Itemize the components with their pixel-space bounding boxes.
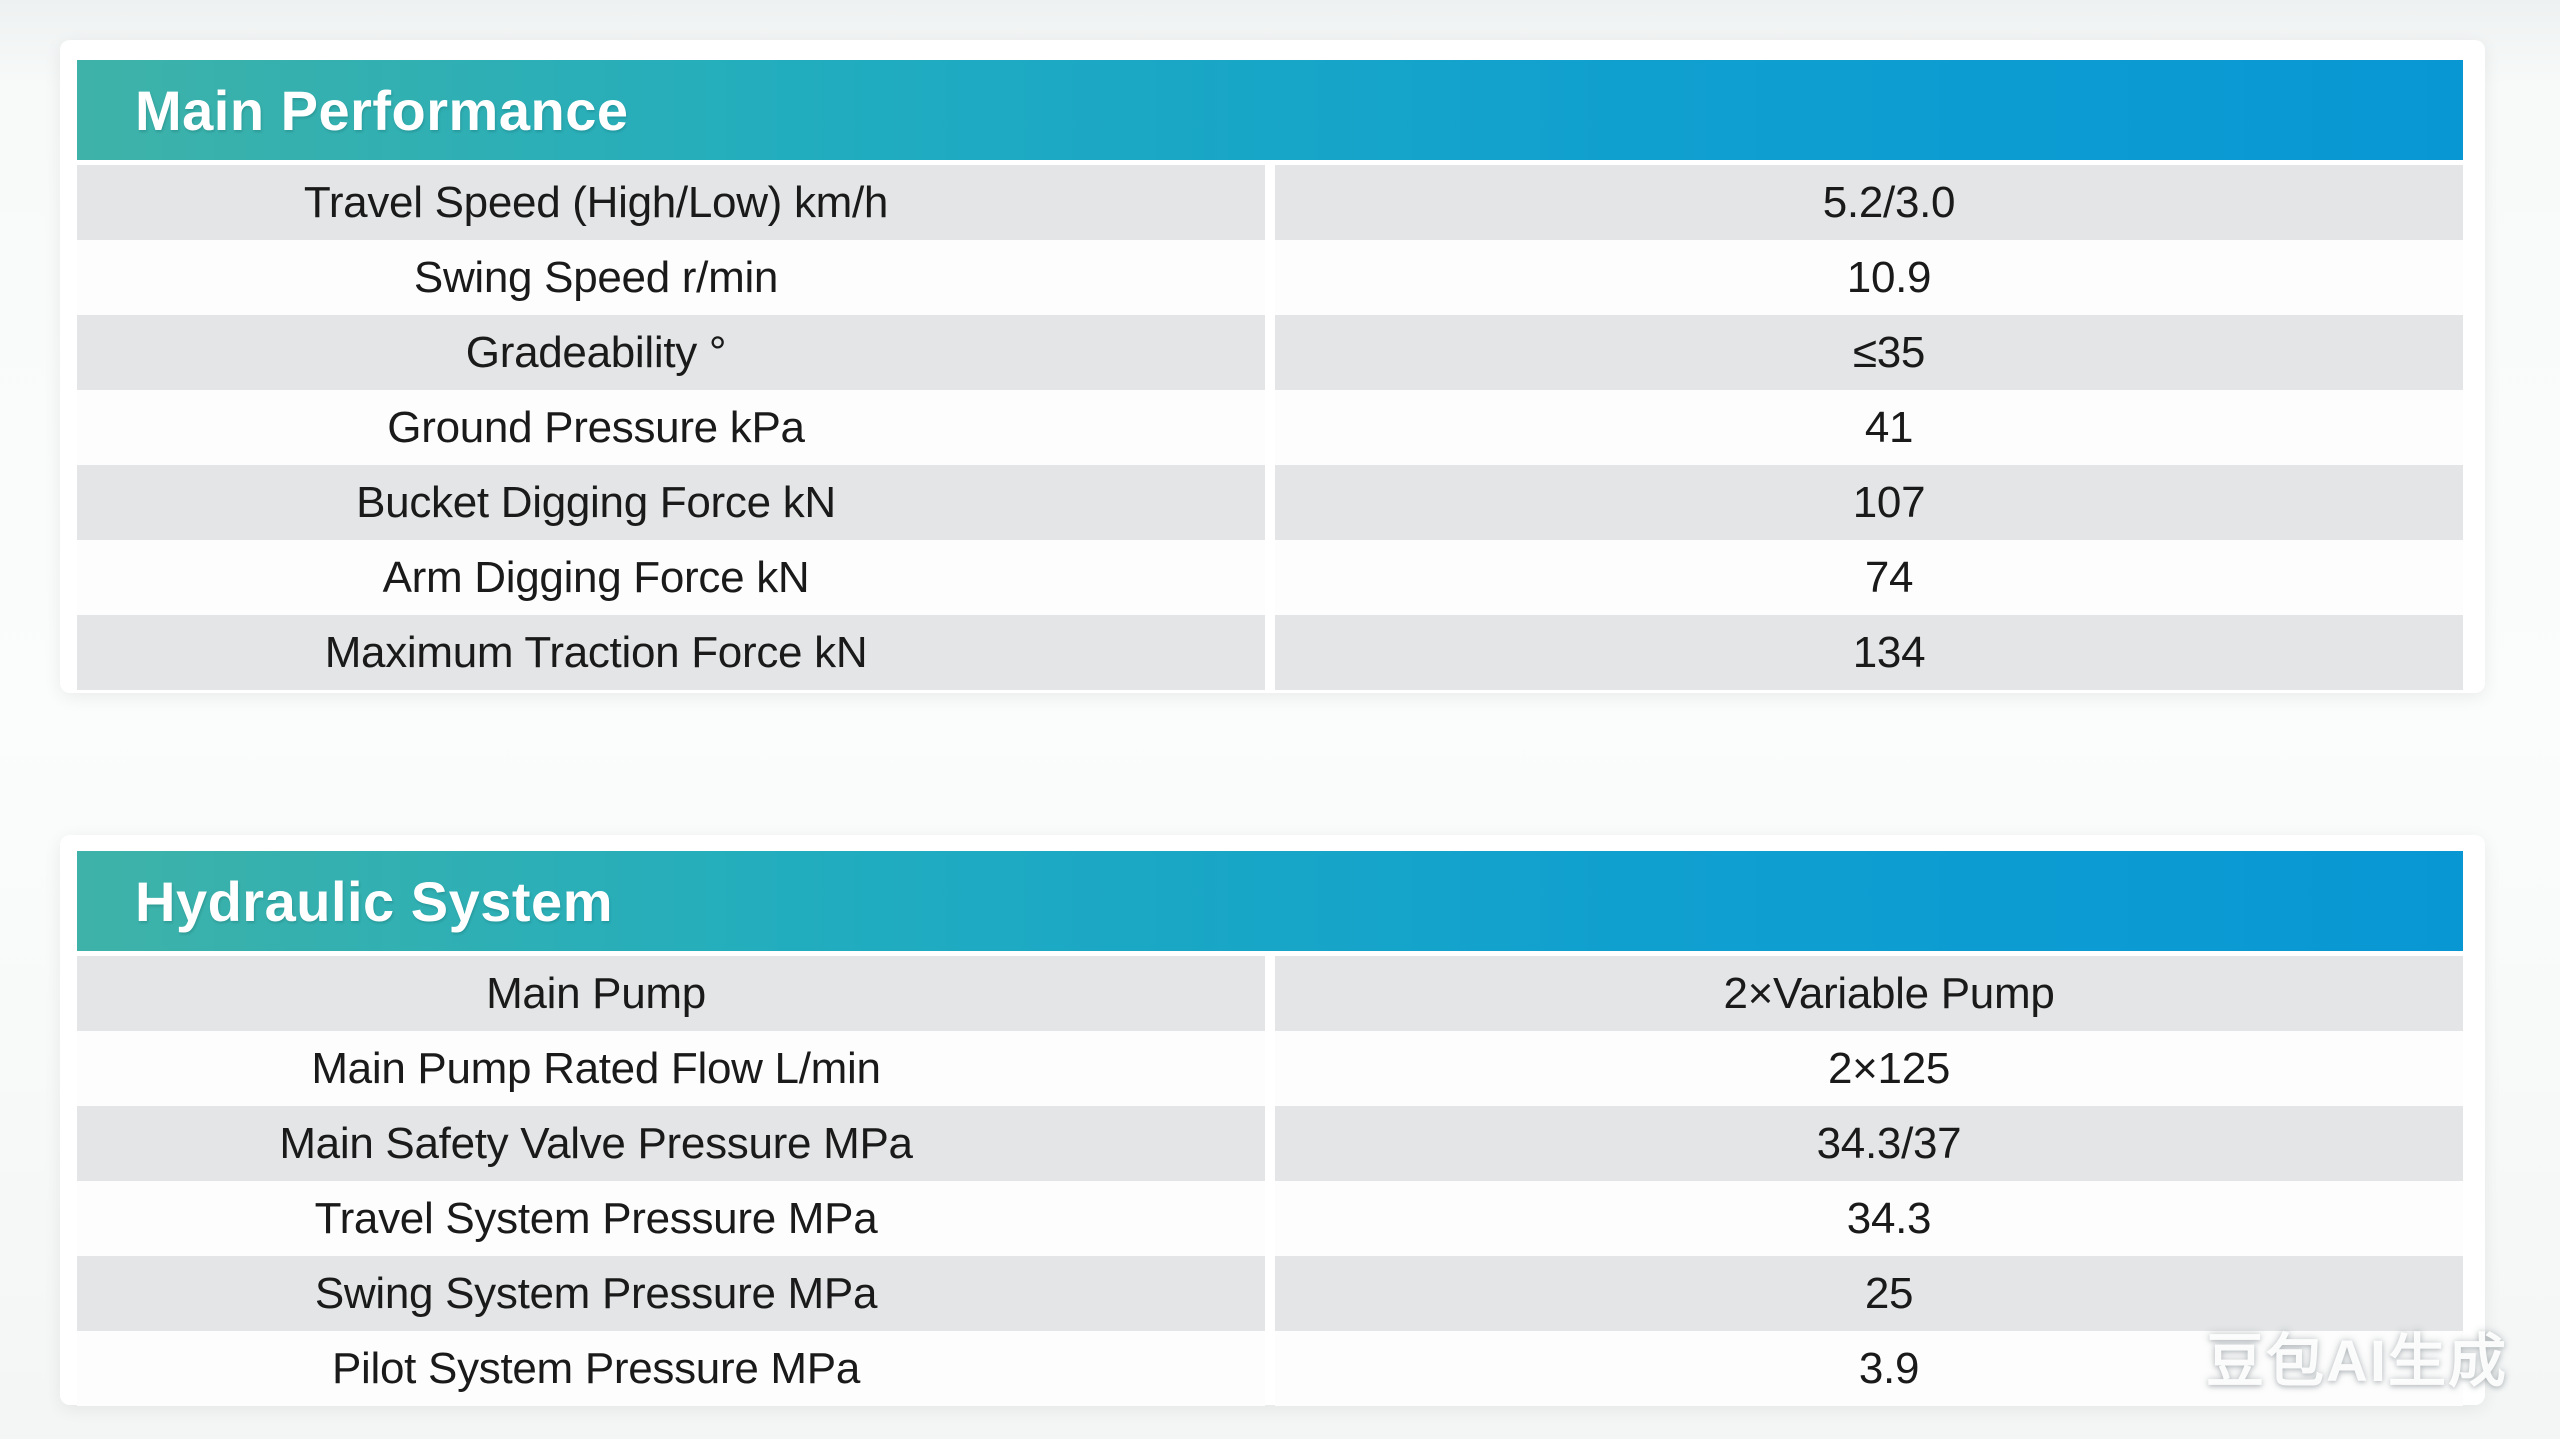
spec-value: 25 (1275, 1256, 2463, 1331)
hydraulic-system-table: Hydraulic System Main Pump 2×Variable Pum… (77, 851, 2463, 1406)
spec-value: 134 (1275, 615, 2463, 690)
ai-watermark: 豆包AI生成 (2206, 1329, 2509, 1394)
spec-label: Main Pump (77, 956, 1265, 1031)
spec-label: Travel Speed (High/Low) km/h (77, 165, 1265, 240)
spec-row: Arm Digging Force kN 74 (77, 540, 2463, 615)
spec-value: 34.3 (1275, 1181, 2463, 1256)
hydraulic-system-rows: Main Pump 2×Variable Pump Main Pump Rated … (77, 956, 2463, 1406)
spec-label: Main Pump Rated Flow L/min (77, 1031, 1265, 1106)
spec-value: 107 (1275, 465, 2463, 540)
spec-label: Main Safety Valve Pressure MPa (77, 1106, 1265, 1181)
spec-row: Maximum Traction Force kN 134 (77, 615, 2463, 690)
main-performance-header: Main Performance (77, 60, 2463, 160)
spec-value: 34.3/37 (1275, 1106, 2463, 1181)
spec-label: Pilot System Pressure MPa (77, 1331, 1265, 1406)
spec-value: 2×Variable Pump (1275, 956, 2463, 1031)
spec-label: Arm Digging Force kN (77, 540, 1265, 615)
hydraulic-system-title: Hydraulic System (135, 869, 613, 933)
spec-label: Swing System Pressure MPa (77, 1256, 1265, 1331)
spec-row: Swing System Pressure MPa 25 (77, 1256, 2463, 1331)
spec-row: Gradeability ° ≤35 (77, 315, 2463, 390)
spec-row: Swing Speed r/min 10.9 (77, 240, 2463, 315)
spec-value: 41 (1275, 390, 2463, 465)
spec-row: Bucket Digging Force kN 107 (77, 465, 2463, 540)
spec-value: 5.2/3.0 (1275, 165, 2463, 240)
spec-row: Pilot System Pressure MPa 3.9 (77, 1331, 2463, 1406)
spec-row: Ground Pressure kPa 41 (77, 390, 2463, 465)
spec-label: Bucket Digging Force kN (77, 465, 1265, 540)
spec-row: Travel Speed (High/Low) km/h 5.2/3.0 (77, 165, 2463, 240)
spec-value: 2×125 (1275, 1031, 2463, 1106)
spec-value: 74 (1275, 540, 2463, 615)
spec-label: Gradeability ° (77, 315, 1265, 390)
spec-value: ≤35 (1275, 315, 2463, 390)
main-performance-table: Main Performance Travel Speed (High/Low)… (77, 60, 2463, 690)
hydraulic-system-card: Hydraulic System Main Pump 2×Variable Pum… (60, 835, 2485, 1406)
main-performance-title: Main Performance (135, 78, 629, 142)
spec-row: Main Pump Rated Flow L/min 2×125 (77, 1031, 2463, 1106)
spec-label: Travel System Pressure MPa (77, 1181, 1265, 1256)
main-performance-card: Main Performance Travel Speed (High/Low)… (60, 40, 2485, 693)
spec-value: 3.9 (1275, 1331, 2463, 1406)
main-performance-rows: Travel Speed (High/Low) km/h 5.2/3.0 Swing… (77, 165, 2463, 690)
spec-label: Ground Pressure kPa (77, 390, 1265, 465)
spec-value: 10.9 (1275, 240, 2463, 315)
spec-row: Main Safety Valve Pressure MPa 34.3/37 (77, 1106, 2463, 1181)
spec-label: Swing Speed r/min (77, 240, 1265, 315)
spec-row: Travel System Pressure MPa 34.3 (77, 1181, 2463, 1256)
spec-row: Main Pump 2×Variable Pump (77, 956, 2463, 1031)
hydraulic-system-header: Hydraulic System (77, 851, 2463, 951)
spec-label: Maximum Traction Force kN (77, 615, 1265, 690)
